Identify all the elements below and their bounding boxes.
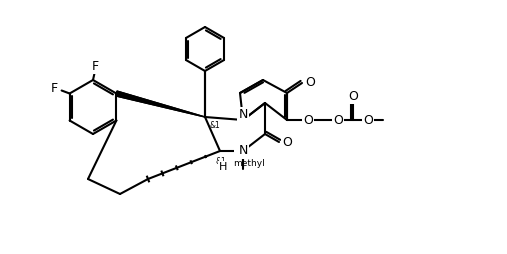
- Text: N: N: [238, 145, 248, 157]
- Polygon shape: [116, 91, 205, 117]
- Text: O: O: [303, 114, 313, 126]
- Text: F: F: [51, 82, 58, 95]
- Text: &1: &1: [210, 120, 221, 130]
- Text: F: F: [91, 59, 98, 72]
- Text: H: H: [219, 162, 227, 172]
- Text: N: N: [238, 108, 248, 121]
- Text: methyl: methyl: [233, 160, 265, 168]
- Text: N: N: [235, 145, 245, 157]
- Text: O: O: [333, 114, 343, 126]
- Text: O: O: [282, 135, 292, 149]
- Text: &1: &1: [215, 156, 226, 166]
- Text: O: O: [348, 89, 358, 103]
- Polygon shape: [116, 91, 205, 117]
- Text: O: O: [363, 114, 373, 126]
- Text: O: O: [305, 76, 315, 89]
